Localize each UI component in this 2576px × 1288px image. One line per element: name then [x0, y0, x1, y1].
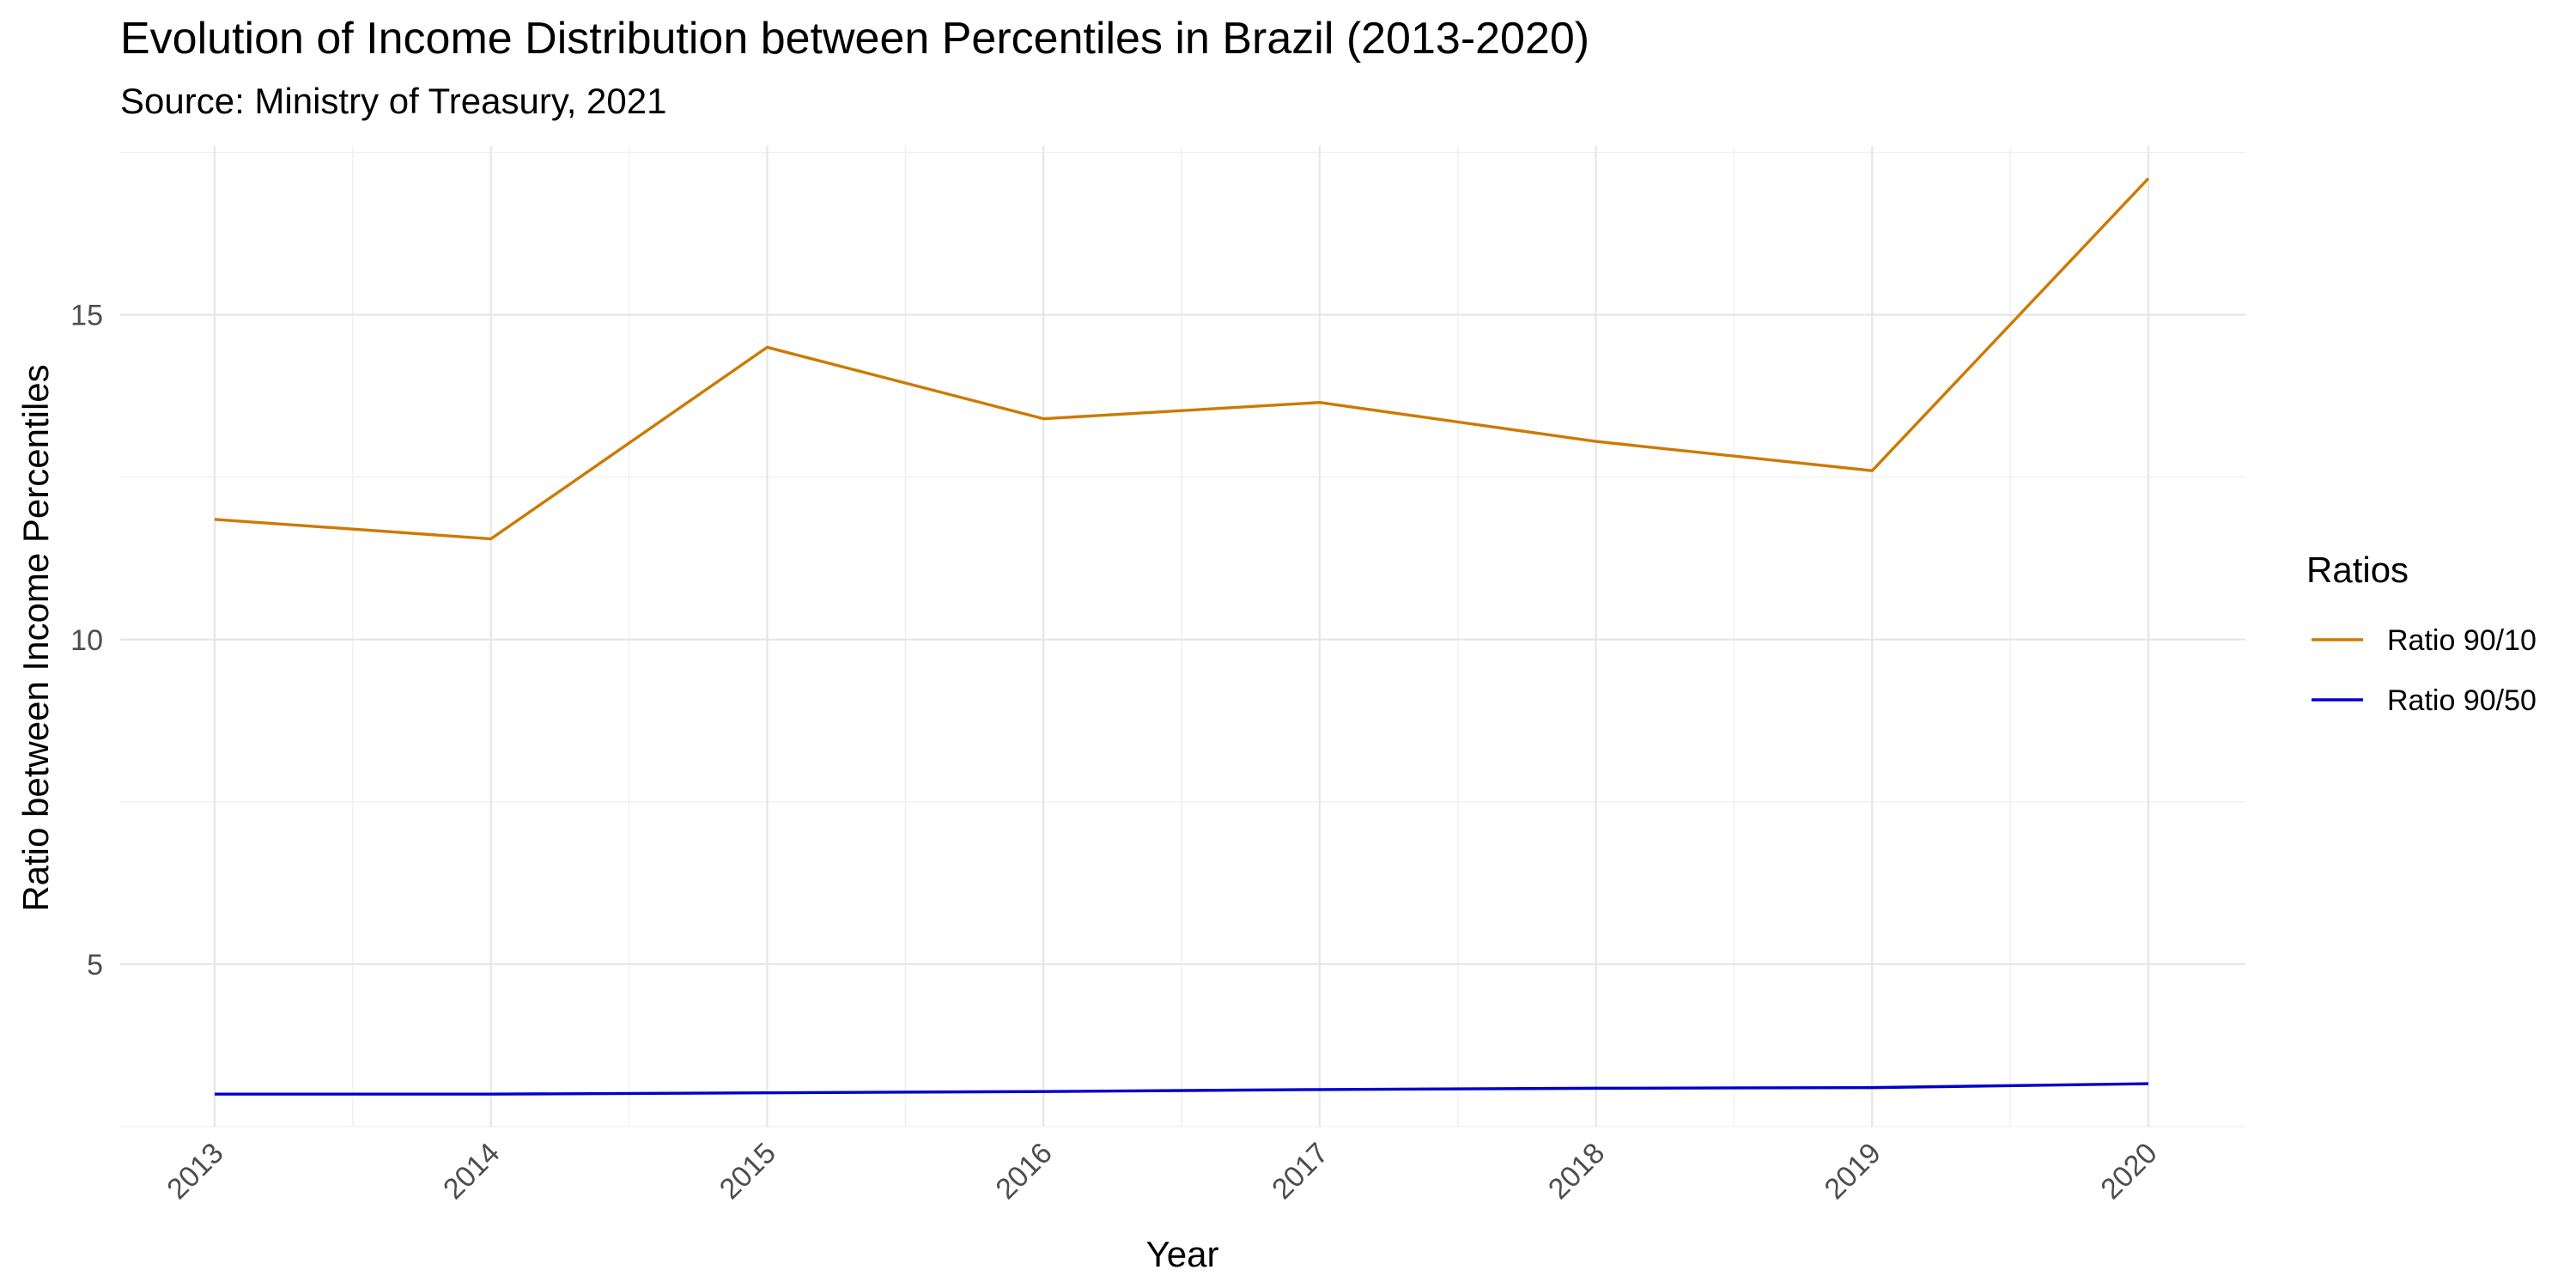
- legend-label-2: Ratio 90/50: [2387, 684, 2537, 717]
- series-line-1: [214, 177, 2150, 541]
- y-tick-label: 10: [70, 624, 103, 657]
- x-tick-label: 2014: [437, 1137, 506, 1206]
- x-axis-ticks: 2013 2014 2015 2016 2017 2018 2019 2020: [161, 1137, 2163, 1206]
- chart-subtitle: Source: Ministry of Treasury, 2021: [120, 81, 666, 121]
- y-axis-title: Ratio between Income Percentiles: [15, 364, 56, 911]
- x-tick-label: 2019: [1819, 1137, 1887, 1206]
- y-axis-ticks: 5 10 15: [70, 300, 103, 981]
- grid: [120, 146, 2245, 1127]
- x-tick-label: 2013: [161, 1137, 229, 1206]
- y-tick-label: 15: [70, 300, 103, 332]
- legend-label-1: Ratio 90/10: [2387, 624, 2537, 657]
- x-tick-label: 2018: [1542, 1137, 1611, 1206]
- chart-title: Evolution of Income Distribution between…: [120, 14, 1589, 64]
- legend-title: Ratios: [2306, 550, 2409, 590]
- x-tick-label: 2016: [989, 1137, 1058, 1206]
- x-axis-title: Year: [1146, 1234, 1219, 1274]
- x-tick-label: 2020: [2094, 1137, 2163, 1206]
- x-tick-label: 2015: [714, 1137, 782, 1206]
- x-tick-label: 2017: [1266, 1137, 1334, 1206]
- series-line-2: [215, 1082, 2149, 1096]
- y-tick-label: 5: [87, 949, 103, 981]
- series-layer: [214, 177, 2150, 1096]
- legend: Ratios Ratio 90/10 Ratio 90/50: [2306, 550, 2537, 717]
